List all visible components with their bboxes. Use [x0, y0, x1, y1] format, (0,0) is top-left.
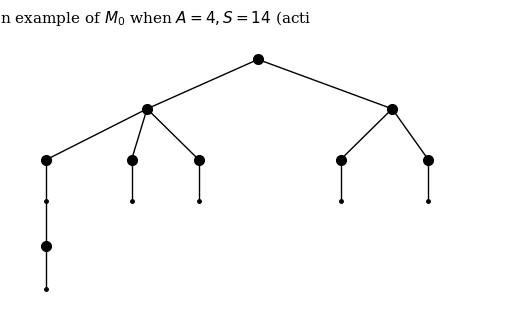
Text: n example of $M_0$ when $A=4, S=14$ (acti: n example of $M_0$ when $A=4, S=14$ (act…: [0, 9, 312, 28]
